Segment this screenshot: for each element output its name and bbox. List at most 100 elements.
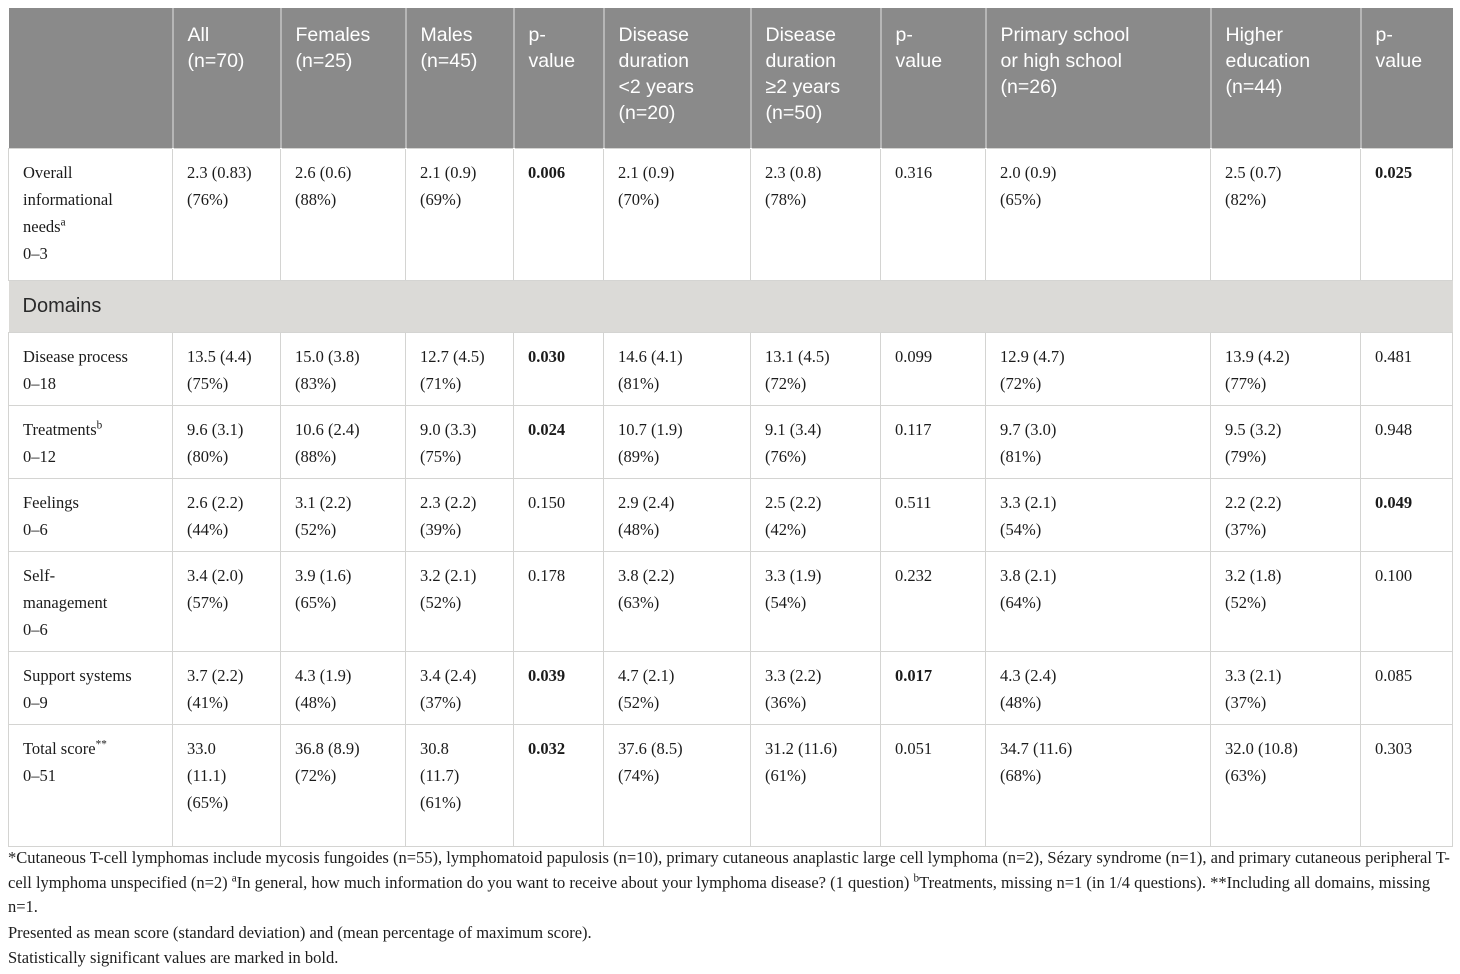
section-label: Domains <box>8 279 1453 333</box>
data-cell: 3.3 (2.1) (37%) <box>1210 650 1361 725</box>
data-cell: 0.117 <box>880 404 986 479</box>
footnote-line-1: *Cutaneous T-cell lymphomas include myco… <box>8 846 1456 920</box>
row-range: 0–6 <box>23 519 48 539</box>
data-cell: 13.5 (4.4) (75%) <box>172 331 281 406</box>
data-cell: 14.6 (4.1) (81%) <box>603 331 751 406</box>
table-row: Disease process 0–18 13.5 (4.4) (75%) 15.0 … <box>8 331 1453 406</box>
footnote-text: In general, how much information do you … <box>236 872 914 892</box>
data-cell: 13.9 (4.2) (77%) <box>1210 331 1361 406</box>
data-cell: 3.2 (2.1) (52%) <box>405 550 514 652</box>
data-cell: 3.3 (1.9) (54%) <box>750 550 881 652</box>
data-cell: 2.1 (0.9) (70%) <box>603 147 751 281</box>
row-label: Feelings 0–6 <box>8 477 173 552</box>
column-header <box>8 8 174 148</box>
data-cell: 2.2 (2.2) (37%) <box>1210 477 1361 552</box>
data-cell: 2.3 (2.2) (39%) <box>405 477 514 552</box>
data-cell: 3.8 (2.2) (63%) <box>603 550 751 652</box>
data-cell: 4.3 (1.9) (48%) <box>280 650 406 725</box>
data-cell: 2.6 (2.2) (44%) <box>172 477 281 552</box>
column-header: Males (n=45) <box>405 8 515 148</box>
data-cell: 2.5 (2.2) (42%) <box>750 477 881 552</box>
data-cell: 4.7 (2.1) (52%) <box>603 650 751 725</box>
table-row: Self- management 0–6 3.4 (2.0) (57%) 3.9 (1… <box>8 550 1453 652</box>
data-cell: 37.6 (8.5) (74%) <box>603 723 751 847</box>
row-range: 0–51 <box>23 765 56 785</box>
row-range: 0–18 <box>23 373 56 393</box>
footnote-text: Treatments, missing n=1 (in 1/4 question… <box>8 872 1431 917</box>
data-cell: 2.6 (0.6) (88%) <box>280 147 406 281</box>
row-label: Disease process 0–18 <box>8 331 173 406</box>
data-cell: 9.7 (3.0) (81%) <box>985 404 1211 479</box>
table-header-row: All (n=70) Females (n=25) Males (n=45) p- v… <box>8 8 1453 148</box>
column-header: p- value <box>880 8 987 148</box>
row-range: 0–9 <box>23 692 48 712</box>
data-cell: 2.5 (0.7) (82%) <box>1210 147 1361 281</box>
data-cell: 3.3 (2.2) (36%) <box>750 650 881 725</box>
column-header: p- value <box>513 8 605 148</box>
table-row: Feelings 0–6 2.6 (2.2) (44%) 3.1 (2.2) (52%… <box>8 477 1453 552</box>
data-cell: 4.3 (2.4) (48%) <box>985 650 1211 725</box>
table-row: Overall informational needsa 0–3 2.3 (0.83… <box>8 147 1453 281</box>
footnote-superscript: b <box>913 872 920 884</box>
data-cell: 0.030 <box>513 331 604 406</box>
data-cell: 3.4 (2.0) (57%) <box>172 550 281 652</box>
table-row: Treatmentsb 0–12 9.6 (3.1) (80%) 10.6 (2.4)… <box>8 404 1453 479</box>
data-cell: 10.7 (1.9) (89%) <box>603 404 751 479</box>
data-cell: 30.8 (11.7) (61%) <box>405 723 514 847</box>
column-header: Higher education (n=44) <box>1210 8 1362 148</box>
informational-needs-table: All (n=70) Females (n=25) Males (n=45) p- v… <box>8 8 1453 847</box>
data-cell: 31.2 (11.6) (61%) <box>750 723 881 847</box>
data-cell: 0.006 <box>513 147 604 281</box>
row-label: Total score** 0–51 <box>8 723 173 847</box>
data-cell: 10.6 (2.4) (88%) <box>280 404 406 479</box>
section-row-domains: Domains <box>8 279 1453 333</box>
data-cell: 2.3 (0.83) (76%) <box>172 147 281 281</box>
row-label-superscript: b <box>96 419 103 431</box>
column-header: Disease duration ≥2 years (n=50) <box>750 8 882 148</box>
data-cell: 3.8 (2.1) (64%) <box>985 550 1211 652</box>
data-cell: 3.3 (2.1) (54%) <box>985 477 1211 552</box>
footnote-line-2: Presented as mean score (standard deviat… <box>8 922 592 942</box>
data-cell: 0.051 <box>880 723 986 847</box>
row-range: 0–12 <box>23 446 56 466</box>
data-cell: 3.1 (2.2) (52%) <box>280 477 406 552</box>
table-row: Total score** 0–51 33.0 (11.1) (65%) 36.8 (… <box>8 723 1453 847</box>
data-cell: 0.100 <box>1360 550 1453 652</box>
data-cell: 0.948 <box>1360 404 1453 479</box>
data-cell: 34.7 (11.6) (68%) <box>985 723 1211 847</box>
column-header: p- value <box>1360 8 1453 148</box>
row-label: Treatmentsb 0–12 <box>8 404 173 479</box>
data-cell: 9.6 (3.1) (80%) <box>172 404 281 479</box>
data-cell: 0.025 <box>1360 147 1453 281</box>
data-cell: 0.481 <box>1360 331 1453 406</box>
data-cell: 3.2 (1.8) (52%) <box>1210 550 1361 652</box>
table-row: Support systems 0–9 3.7 (2.2) (41%) 4.3 (1.… <box>8 650 1453 725</box>
data-cell: 3.9 (1.6) (65%) <box>280 550 406 652</box>
column-header: Primary school or high school (n=26) <box>985 8 1212 148</box>
table-body: Overall informational needsa 0–3 2.3 (0.83… <box>8 147 1453 847</box>
column-header: Females (n=25) <box>280 8 407 148</box>
data-cell: 0.232 <box>880 550 986 652</box>
data-cell: 0.150 <box>513 477 604 552</box>
footnote-superscript: a <box>231 872 237 884</box>
row-label: Support systems 0–9 <box>8 650 173 725</box>
data-cell: 2.9 (2.4) (48%) <box>603 477 751 552</box>
data-cell: 9.0 (3.3) (75%) <box>405 404 514 479</box>
data-cell: 3.4 (2.4) (37%) <box>405 650 514 725</box>
table-header: All (n=70) Females (n=25) Males (n=45) p- v… <box>8 8 1453 148</box>
data-cell: 9.5 (3.2) (79%) <box>1210 404 1361 479</box>
data-cell: 9.1 (3.4) (76%) <box>750 404 881 479</box>
data-cell: 0.049 <box>1360 477 1453 552</box>
row-range: 0–6 <box>23 619 48 639</box>
column-header: All (n=70) <box>172 8 282 148</box>
footnote-line-3: Statistically significant values are mar… <box>8 948 339 967</box>
data-cell: 0.017 <box>880 650 986 725</box>
data-cell: 36.8 (8.9) (72%) <box>280 723 406 847</box>
data-cell: 0.032 <box>513 723 604 847</box>
footnote-text: *Cutaneous T-cell lymphomas include myco… <box>8 848 1450 892</box>
data-cell: 12.9 (4.7) (72%) <box>985 331 1211 406</box>
data-cell: 15.0 (3.8) (83%) <box>280 331 406 406</box>
data-cell: 0.099 <box>880 331 986 406</box>
data-cell: 2.3 (0.8) (78%) <box>750 147 881 281</box>
